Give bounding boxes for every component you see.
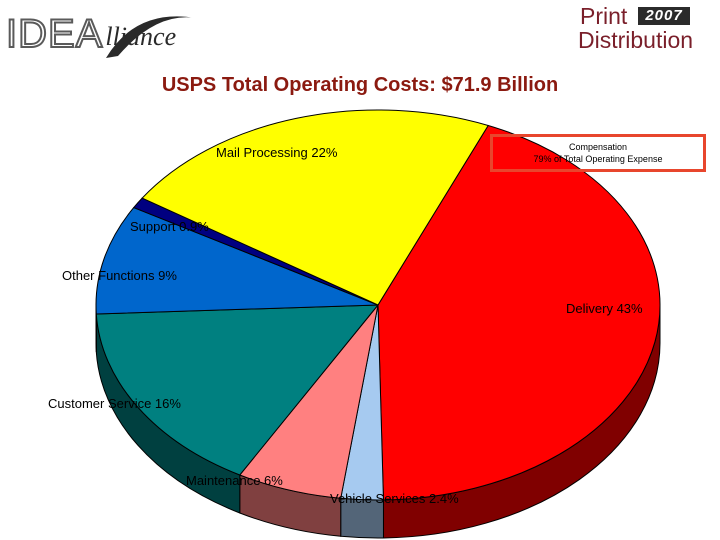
pie-label-3: Customer Service 16%	[48, 396, 181, 411]
pie-label-5: Support 0.9%	[130, 219, 209, 234]
pie-labels: Delivery 43% Vehicle Services 2.4% Mainten…	[48, 145, 643, 506]
logo-distribution-text: Distribution	[578, 27, 694, 53]
logo-idea-text: IDEA	[5, 12, 104, 56]
slide-title: USPS Total Operating Costs: $71.9 Billio…	[161, 74, 559, 96]
pie-side-walls	[95, 304, 661, 539]
idealliance-logo: IDEA lliance	[5, 10, 196, 58]
logo-print-text: Print	[580, 3, 628, 29]
callout-detail: 79% of Total Operating Expense	[533, 154, 663, 164]
slide-header: IDEA lliance Print 2007 Distribution	[0, 0, 720, 60]
pie-slice-3	[95, 304, 380, 476]
logo-swoosh-icon	[106, 16, 196, 58]
pie-slice-6	[141, 109, 489, 306]
print-distribution-logo: Print 2007 Distribution	[578, 4, 696, 54]
pie-label-2: Maintenance 6%	[186, 473, 283, 488]
logo-year-badge: 2007	[638, 7, 690, 25]
pie-slice-4	[95, 206, 379, 315]
pie-label-4: Other Functions 9%	[62, 268, 177, 283]
compensation-callout: Compensation 79% of Total Operating Expe…	[490, 134, 706, 172]
pie-label-1: Vehicle Services 2.4%	[330, 491, 459, 506]
pie-top-faces	[95, 109, 661, 501]
pie-label-6: Mail Processing 22%	[216, 145, 338, 160]
pie-slice-0	[377, 124, 661, 501]
pie-label-0: Delivery 43%	[566, 301, 643, 316]
callout-heading: Compensation	[568, 142, 628, 152]
